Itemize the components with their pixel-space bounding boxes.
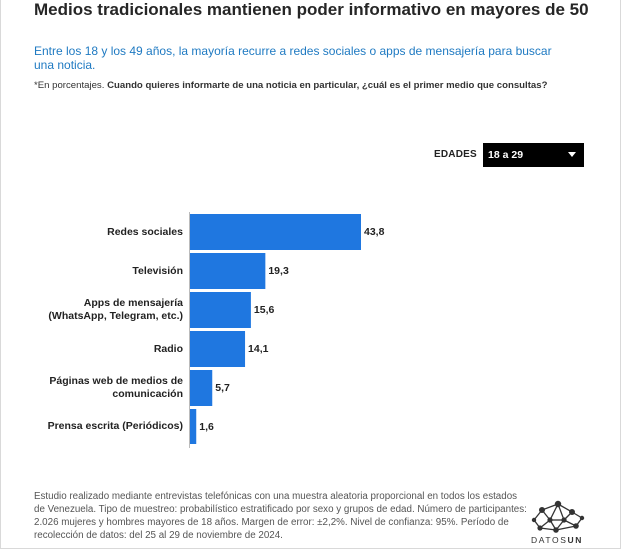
note-question: Cuando quieres informarte de una noticia… [107, 80, 548, 91]
bar[interactable] [190, 409, 197, 444]
data-label: 43,8 [364, 226, 385, 238]
bar[interactable] [190, 370, 213, 406]
category-label-line: (WhatsApp, Telegram, etc.) [48, 310, 183, 322]
data-label: 5,7 [215, 382, 230, 394]
network-nodes-icon [531, 500, 585, 533]
bar[interactable] [190, 253, 266, 289]
age-filter-label: EDADES [434, 149, 477, 160]
bar-chart-svg [189, 212, 361, 448]
bar[interactable] [190, 292, 251, 328]
note-prefix: *En porcentajes. [34, 80, 105, 91]
logo-text-bold: UN [567, 535, 583, 545]
category-label-line: Televisión [132, 264, 183, 277]
chart-subtitle: Entre los 18 y los 49 años, la mayoría r… [34, 44, 552, 72]
category-label-line: Redes sociales [107, 225, 183, 238]
data-label: 1,6 [199, 420, 214, 433]
logo-text-regular: DATOS [531, 535, 568, 545]
bar[interactable] [190, 331, 246, 367]
category-label-line: Radio [153, 342, 183, 355]
bar-chart: 43,8 Redes sociales 19,3 Televisión 15,6 Apps… [0, 200, 621, 465]
chevron-down-icon[interactable] [568, 152, 576, 157]
category-label-line: comunicación [112, 388, 183, 400]
age-filter-value: 18 a 29 [488, 149, 524, 161]
logo-text: DATOSUN [531, 535, 583, 545]
age-filter-select[interactable]: 18 a 29 [483, 143, 584, 167]
data-label: 15,6 [253, 304, 275, 316]
category-label-line: Prensa escrita (Periódicos) [47, 420, 183, 432]
category-label-line: Apps de mensajería [83, 297, 183, 309]
category-label: Radio [154, 343, 183, 356]
data-label: 14,1 [248, 343, 269, 355]
bar[interactable] [190, 214, 361, 250]
chart-title: Medios tradicionales mantienen poder inf… [34, 0, 589, 19]
category-label: Televisión [132, 265, 183, 278]
chart-note: *En porcentajes. Cuando quieres informar… [34, 78, 554, 93]
category-label: Redes sociales [107, 226, 183, 239]
category-label: Apps de mensajería (WhatsApp, Telegram, e… [48, 297, 183, 323]
methodology-footer: Estudio realizado mediante entrevistas t… [34, 491, 527, 541]
category-label: Prensa escrita (Periódicos) [48, 420, 183, 433]
data-label: 19,3 [268, 265, 289, 277]
category-label-line: Páginas web de medios de [49, 375, 183, 387]
category-label: Páginas web de medios de comunicación [49, 375, 183, 401]
